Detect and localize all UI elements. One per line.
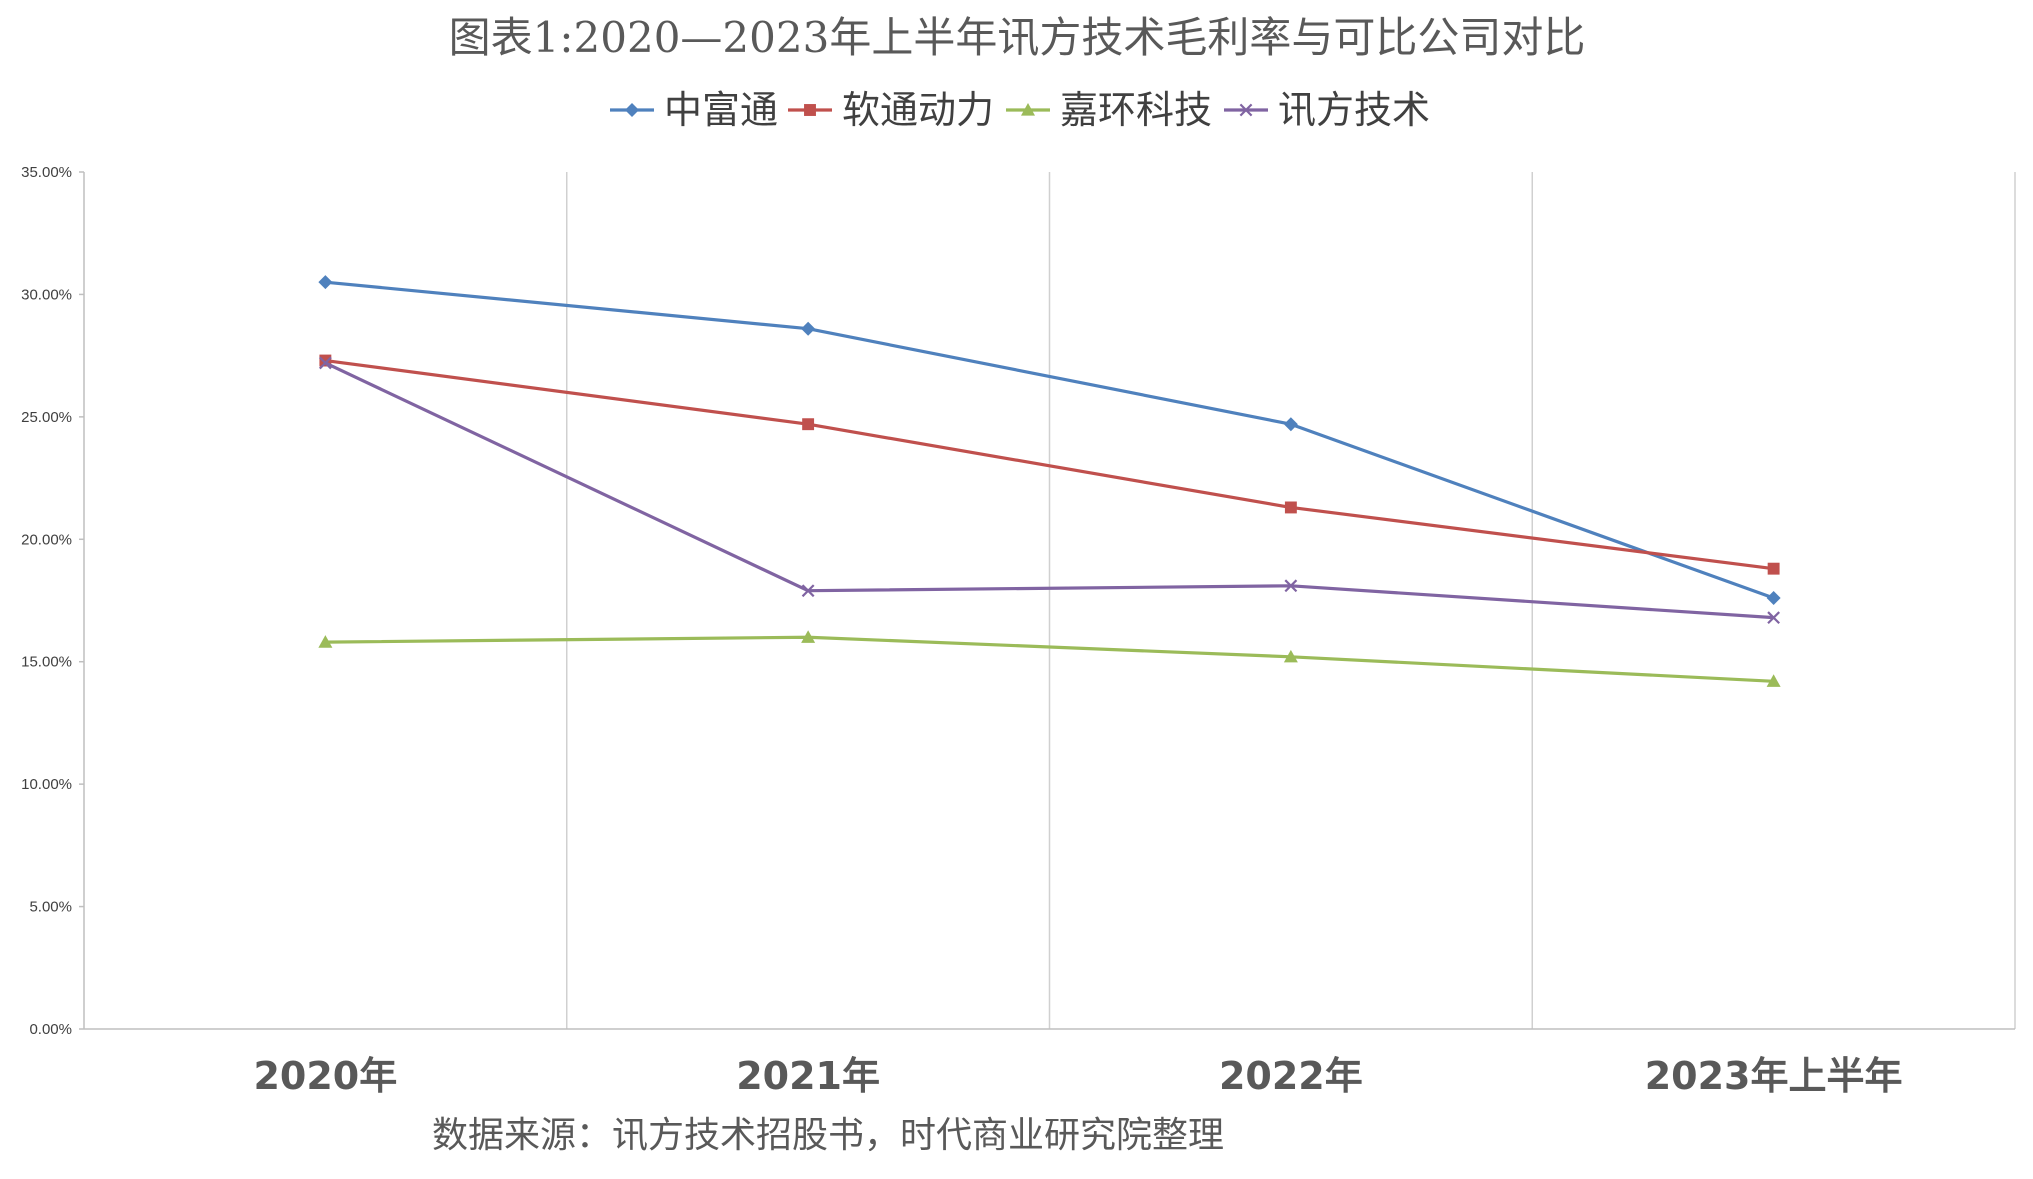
y-tick-label: 15.00% [21, 654, 72, 671]
data-point-square [1767, 562, 1780, 575]
series-line [325, 635, 1774, 683]
data-point-square [1284, 501, 1297, 514]
series-line [325, 358, 1774, 571]
legend-label: 讯方技术 [1278, 88, 1430, 132]
axes [83, 172, 2015, 1030]
legend-item: 讯方技术 [1224, 88, 1430, 132]
legend-label: 中富通 [664, 88, 778, 132]
y-tick-label: 30.00% [21, 286, 72, 303]
legend: 中富通 软通动力 嘉环科技 讯方技术 [610, 88, 1430, 132]
data-point-diamond [318, 275, 333, 290]
data-point-triangle [801, 630, 816, 643]
data-point-x [318, 356, 332, 370]
y-tick-label: 25.00% [21, 409, 72, 426]
series-line [324, 361, 1774, 620]
y-tick-label: 20.00% [21, 531, 72, 548]
vertical-gridlines [566, 172, 2016, 1029]
data-point-square [804, 104, 816, 116]
data-point-triangle [1283, 649, 1298, 663]
source-note: 数据来源：讯方技术招股书，时代商业研究院整理 [432, 1115, 1224, 1156]
chart-title: 图表1:2020—2023年上半年讯方技术毛利率与可比公司对比 [449, 13, 1586, 62]
data-point-triangle [318, 635, 333, 648]
data-point-x [1284, 579, 1298, 593]
data-point-x [1767, 611, 1780, 625]
series-1 [318, 275, 1781, 606]
legend-label: 嘉环科技 [1060, 88, 1212, 132]
data-point-diamond [1766, 591, 1781, 606]
series-4 [318, 356, 1780, 625]
data-point-triangle [1021, 103, 1035, 116]
x-tick-label: 2021年 [736, 1054, 880, 1098]
x-axis-tick-labels: 2020年 2021年 2022年 2023年上半年 [253, 1054, 1902, 1098]
legend-item: 中富通 [610, 88, 778, 132]
y-tick-label: 35.00% [21, 164, 72, 181]
legend-item: 软通动力 [788, 88, 994, 132]
data-point-triangle [1766, 674, 1781, 687]
series-3 [318, 630, 1781, 687]
data-point-x [801, 584, 815, 598]
x-tick-label: 2023年上半年 [1645, 1054, 1903, 1098]
data-point-diamond [625, 103, 639, 117]
y-tick-label: 5.00% [29, 899, 72, 916]
y-axis-tick-labels: 0.00% 5.00% 10.00% 15.00% 20.00% 25.00% 30.00%… [21, 164, 84, 1038]
legend-item: 嘉环科技 [1006, 88, 1212, 132]
series-2 [319, 354, 1780, 575]
data-point-square [319, 354, 332, 367]
data-point-diamond [801, 321, 816, 336]
data-point-diamond [1283, 417, 1298, 432]
series-lines [318, 275, 1781, 687]
y-tick-label: 10.00% [21, 776, 72, 793]
data-point-x [1239, 103, 1253, 117]
data-point-square [802, 418, 815, 431]
x-tick-label: 2022年 [1219, 1054, 1363, 1098]
x-tick-label: 2020年 [253, 1054, 397, 1098]
legend-label: 软通动力 [842, 88, 994, 132]
y-tick-label: 0.00% [29, 1021, 72, 1038]
series-line [325, 280, 1775, 600]
